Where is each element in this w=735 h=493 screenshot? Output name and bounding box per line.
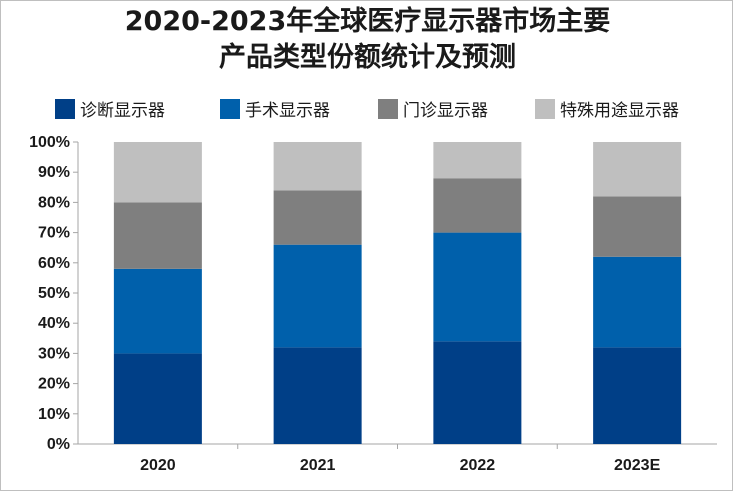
bar-segment	[433, 341, 522, 444]
legend-label-outpatient: 门诊显示器	[403, 101, 488, 121]
bar-segment	[593, 347, 682, 444]
bar-segment	[113, 353, 202, 444]
x-tick-label: 2023E	[614, 457, 661, 474]
bar-segment	[433, 142, 522, 179]
chart-legend: 诊断显示器 手术显示器 门诊显示器 特殊用途显示器	[0, 96, 735, 122]
y-tick-label: 40%	[38, 315, 70, 332]
legend-label-special: 特殊用途显示器	[560, 101, 679, 121]
bar-segment	[593, 196, 682, 257]
y-tick-label: 20%	[38, 376, 70, 393]
legend-swatch-surgical	[220, 98, 240, 119]
y-tick-label: 100%	[29, 134, 70, 151]
y-tick-label: 0%	[47, 436, 70, 453]
legend-swatch-diagnostic	[55, 98, 75, 119]
legend-item-surgical: 手术显示器	[220, 96, 330, 121]
legend-label-diagnostic: 诊断显示器	[80, 101, 165, 121]
chart-title-line-2: 产品类型份额统计及预测	[219, 42, 516, 73]
chart-title-line-1: 2020-2023年全球医疗显示器市场主要	[124, 6, 611, 37]
y-tick-label: 90%	[38, 164, 70, 181]
legend-item-special: 特殊用途显示器	[535, 96, 679, 121]
x-tick-label: 2021	[300, 457, 336, 474]
bar-segment	[273, 347, 362, 444]
bar-segment	[593, 256, 682, 348]
legend-swatch-outpatient	[378, 98, 398, 119]
legend-item-diagnostic: 诊断显示器	[55, 96, 165, 121]
bar-segment	[593, 142, 682, 197]
y-tick-label: 30%	[38, 345, 70, 362]
y-tick-label: 50%	[38, 285, 70, 302]
bar-segment	[113, 268, 202, 354]
legend-item-outpatient: 门诊显示器	[378, 96, 488, 121]
y-tick-label: 60%	[38, 255, 70, 272]
bar-segment	[273, 244, 362, 348]
y-tick-label: 70%	[38, 225, 70, 242]
bar-segment	[433, 178, 522, 233]
legend-label-surgical: 手术显示器	[245, 101, 330, 121]
y-tick-label: 80%	[38, 194, 70, 211]
bar-segment	[113, 142, 202, 203]
y-tick-label: 10%	[38, 406, 70, 423]
legend-swatch-special	[535, 98, 555, 119]
x-tick-label: 2022	[460, 457, 496, 474]
bar-segment	[273, 142, 362, 191]
bar-segment	[113, 202, 202, 269]
bar-segment	[273, 190, 362, 245]
x-tick-label: 2020	[140, 457, 176, 474]
bar-segment	[433, 232, 522, 342]
